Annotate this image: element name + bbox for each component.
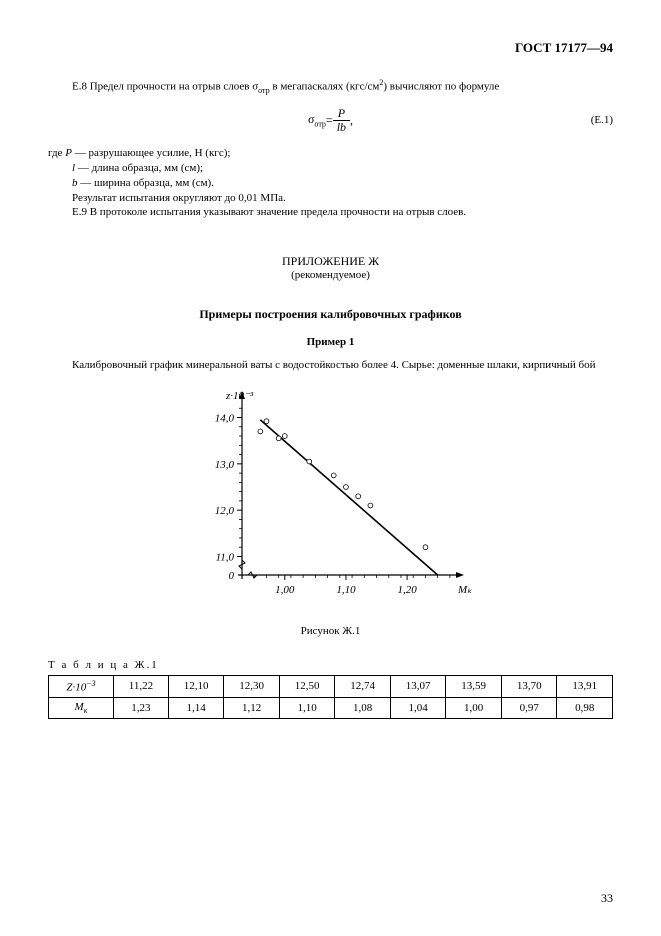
svg-text:14,0: 14,0 (214, 413, 234, 425)
doc-header: ГОСТ 17177—94 (48, 40, 613, 56)
frac-num: P (333, 107, 350, 121)
cell: 1,12 (224, 697, 280, 718)
cell: 13,59 (446, 676, 502, 698)
formula-label: (Е.1) (591, 114, 613, 126)
cell: 12,74 (335, 676, 391, 698)
def-line-3: b — ширина образца, мм (см). (48, 176, 613, 191)
formula-frac: P lb (333, 107, 350, 134)
table-row: Mк 1,23 1,14 1,12 1,10 1,08 1,04 1,00 0,… (49, 697, 613, 718)
appendix-title: ПРИЛОЖЕНИЕ Ж (48, 254, 613, 269)
cell: 11,22 (114, 676, 169, 698)
row1-head-sup: −3 (86, 679, 95, 688)
chart-svg: 11,0 12,0 13,0 14,0 0 1,00 1,10 1,20 z·10⁻³ Mₖ (186, 385, 476, 615)
row2-head: Mк (49, 697, 114, 718)
def-line-1: где P — разрушающее усилие, Н (кгс); (48, 146, 613, 161)
svg-text:1,20: 1,20 (397, 584, 417, 596)
row1-head-a: Z·10 (66, 682, 86, 694)
cell: 12,10 (168, 676, 224, 698)
appendix-subtitle: (рекомендуемое) (48, 269, 613, 281)
svg-text:z·10⁻³: z·10⁻³ (225, 390, 254, 402)
p-e8-b: в мегапаскалях (кгс/см (270, 81, 380, 93)
p-e8-sub: отр (258, 86, 270, 95)
svg-text:1,10: 1,10 (336, 584, 356, 596)
example-label: Пример 1 (48, 336, 613, 348)
calibration-table: Z·10−3 11,22 12,10 12,30 12,50 12,74 13,… (48, 675, 613, 719)
table-row: Z·10−3 11,22 12,10 12,30 12,50 12,74 13,… (49, 676, 613, 698)
formula-lhs: σотр (308, 112, 326, 128)
svg-text:13,0: 13,0 (214, 459, 234, 471)
def-line-2: l — длина образца, мм (см); (48, 161, 613, 176)
cell: 1,04 (390, 697, 446, 718)
cell: 1,00 (446, 697, 502, 718)
def1-sym: P (65, 147, 72, 159)
page-number: 33 (601, 891, 613, 906)
svg-text:11,0: 11,0 (215, 552, 234, 564)
p-e8-c: ) вычисляют по формуле (383, 81, 499, 93)
cell: 12,50 (279, 676, 335, 698)
table-caption: Т а б л и ц а Ж.1 (48, 659, 613, 671)
svg-text:0: 0 (228, 570, 234, 582)
formula-e1: σотр = P lb , (Е.1) (48, 107, 613, 134)
cell: 1,23 (114, 697, 169, 718)
frac-den: lb (333, 121, 350, 134)
p-e8-a: Е.8 Предел прочности на отрыв слоев σ (72, 81, 258, 93)
para-e8: Е.8 Предел прочности на отрыв слоев σотр… (48, 78, 613, 97)
cell: 13,91 (557, 676, 613, 698)
row1-head: Z·10−3 (49, 676, 114, 698)
para-example: Калибровочный график минеральной ваты с … (48, 358, 613, 373)
cell: 13,70 (501, 676, 557, 698)
svg-text:1,00: 1,00 (275, 584, 295, 596)
calibration-chart: 11,0 12,0 13,0 14,0 0 1,00 1,10 1,20 z·10⁻³ Mₖ (48, 385, 613, 615)
def1-c: — разрушающее усилие, Н (кгс); (72, 147, 230, 159)
formula-tail: , (350, 113, 353, 128)
section-heading: Примеры построения калибровочных графико… (48, 307, 613, 322)
cell: 13,07 (390, 676, 446, 698)
svg-text:12,0: 12,0 (214, 505, 234, 517)
def1-a: где (48, 147, 65, 159)
cell: 1,08 (335, 697, 391, 718)
cell: 1,14 (168, 697, 224, 718)
para-e9: Е.9 В протоколе испытания указывают знач… (48, 205, 613, 220)
def2-b: — длина образца, мм (см); (75, 162, 203, 174)
row2-head-sub: к (84, 706, 88, 715)
cell: 0,98 (557, 697, 613, 718)
def3-b: — ширина образца, мм (см). (78, 177, 214, 189)
sigma-sub: отр (314, 120, 326, 129)
cell: 12,30 (224, 676, 280, 698)
formula-eq: = (326, 113, 333, 128)
svg-text:Mₖ: Mₖ (457, 584, 472, 596)
cell: 1,10 (279, 697, 335, 718)
para-round: Результат испытания округляют до 0,01 МП… (48, 191, 613, 206)
cell: 0,97 (501, 697, 557, 718)
row2-head-a: M (75, 701, 84, 713)
figure-caption: Рисунок Ж.1 (48, 625, 613, 637)
